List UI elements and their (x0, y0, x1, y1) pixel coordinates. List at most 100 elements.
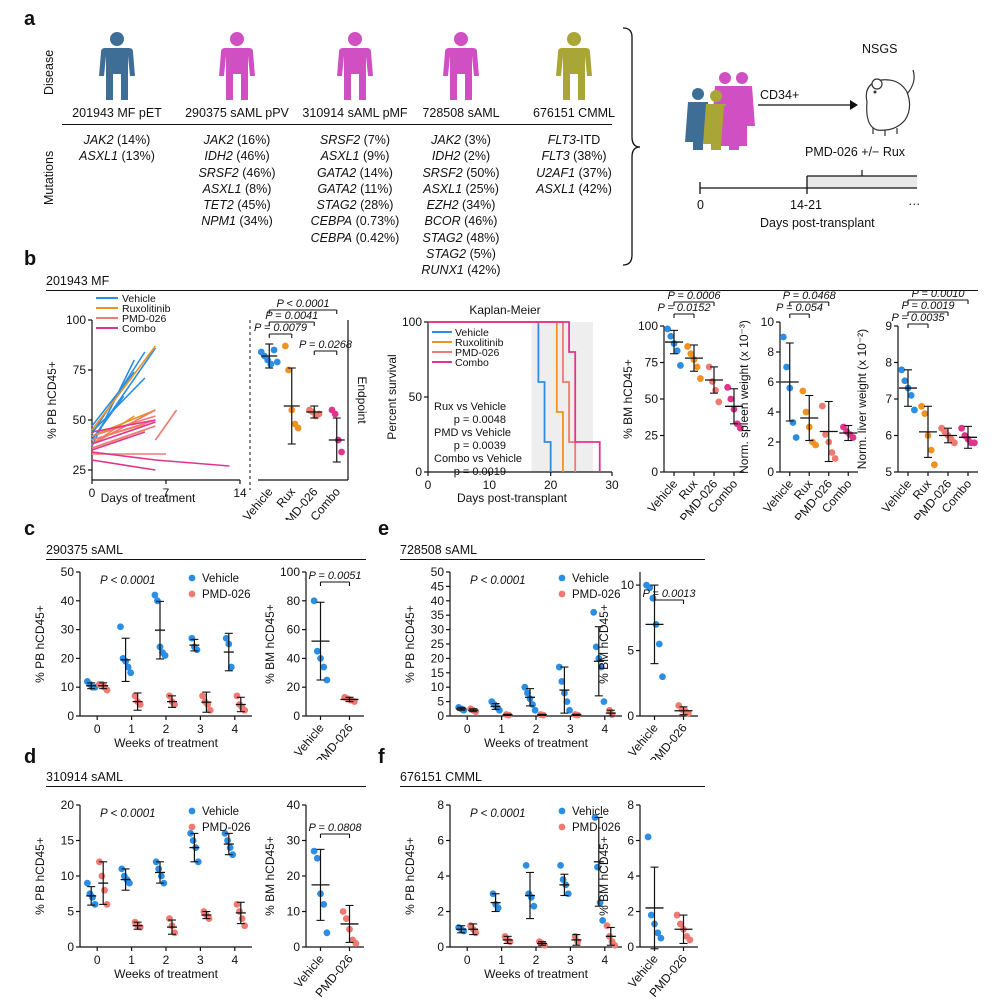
y-tick-label: 0 (67, 709, 74, 723)
mutation-vaf: (9%) (359, 149, 390, 164)
p-value: P = 0.0051 (308, 570, 361, 582)
data-point (911, 406, 918, 414)
data-point (270, 346, 278, 354)
mutation-row: STAG2 (48%) (401, 230, 521, 246)
data-point (592, 643, 600, 651)
y-tick-label: 40 (61, 594, 75, 608)
mutation-gene: JAK2 (431, 133, 461, 147)
legend-label: PMD-026 (202, 822, 251, 834)
data-point (901, 377, 909, 385)
data-point (557, 861, 564, 869)
y-axis-label: Percent survival (385, 354, 399, 439)
mutation-row: ASXL1 (42%) (514, 181, 634, 197)
panel-c-rule (46, 559, 366, 560)
data-point (659, 673, 666, 681)
y-tick-label: 0 (627, 940, 634, 954)
x-tick-label: 7 (163, 486, 170, 500)
legend-dot (188, 590, 196, 598)
y-tick-label: 30 (61, 623, 75, 637)
x-tick-label: 3 (567, 722, 574, 736)
data-point (124, 663, 132, 671)
data-point (91, 901, 99, 908)
patients-group-icon (685, 72, 755, 150)
mutation-gene: ASXL1 (79, 149, 119, 164)
mutation-vaf: (25%) (462, 181, 499, 196)
y-tick-label: 8 (885, 356, 892, 370)
mutation-gene: JAK2 (203, 133, 234, 147)
mutation-gene: JAK2 (83, 133, 114, 147)
km-stat: p = 0.0039 (454, 440, 506, 452)
panel-c-title: 290375 sAML (46, 543, 124, 557)
y-tick-label: 20 (287, 680, 301, 694)
x-tick-label: 4 (601, 722, 608, 736)
patient-name: 728508 sAML (422, 106, 500, 120)
y-tick-label: 25 (645, 429, 659, 443)
data-point (323, 929, 331, 937)
y-tick-label: 75 (73, 363, 87, 377)
data-point (664, 325, 671, 333)
data-point (238, 915, 246, 922)
panel-c-charts: 0 10 20 30 40 50 % PB hCD45+ 0 1 2 3 4 Weeks of trea… (33, 565, 364, 760)
y-tick-label: 8 (767, 345, 774, 359)
data-point (313, 854, 321, 862)
y-tick-label: 50 (645, 392, 659, 406)
series-line-vehicle (91, 377, 146, 433)
data-point (907, 391, 915, 399)
data-point (154, 597, 161, 605)
km-stat: p = 0.0019 (454, 466, 506, 478)
legend-label: Vehicle (572, 806, 609, 818)
data-point (294, 424, 302, 432)
mutation-row: JAK2 (3%) (401, 132, 521, 148)
panel-e-label: e (378, 518, 390, 540)
data-point (323, 676, 331, 684)
mutation-row: ASXL1 (9%) (295, 148, 415, 164)
p-value: P = 0.0808 (308, 822, 362, 834)
data-point (931, 461, 938, 469)
legend-dot (188, 574, 196, 582)
y-tick-label: 15 (61, 834, 75, 848)
data-point (657, 934, 665, 942)
data-point (693, 363, 701, 371)
patient-mutations: SRSF2 (7%) ASXL1 (9%) GATA2 (14%) GATA2 (11… (295, 132, 415, 246)
mutation-vaf: (2%) (460, 149, 491, 164)
data-point (644, 833, 652, 841)
data-point (684, 343, 691, 350)
data-point (849, 434, 857, 441)
y-axis-label: Norm. liver weight (x 10⁻²) (855, 329, 869, 469)
x-tick-label: 2 (533, 953, 540, 967)
series-line-pmd-026 (91, 425, 156, 449)
mutation-row: ASXL1 (8%) (177, 181, 297, 197)
data-point (779, 333, 787, 341)
y-tick-label: 40 (431, 594, 445, 608)
mutation-vaf: (46%) (232, 149, 270, 164)
data-point (236, 908, 243, 915)
mutation-vaf: (14%) (113, 133, 151, 147)
y-tick-label: 100 (66, 313, 86, 327)
mutation-gene: IDH2 (204, 149, 233, 164)
mutation-vaf: (5%) (466, 247, 496, 262)
data-point (686, 936, 694, 944)
mutation-gene: TET2 (203, 198, 234, 213)
data-point (646, 584, 654, 592)
y-axis-label: % BM hCD45+ (263, 604, 277, 684)
y-axis-label: % PB hCD45+ (403, 837, 417, 915)
data-point (951, 439, 958, 447)
mutation-gene: ASXL1 (320, 149, 360, 164)
x-tick-label: 1 (128, 722, 135, 736)
mutation-gene: ASXL1 (202, 181, 242, 196)
mutation-row: IDH2 (2%) (401, 148, 521, 164)
mutation-row: SRSF2 (46%) (177, 165, 297, 181)
p-value: P = 0.0268 (299, 339, 353, 351)
patient-mutations: JAK2 (14%) ASXL1 (13%) (57, 132, 177, 165)
data-point (224, 837, 231, 844)
y-tick-label: 100 (402, 315, 422, 329)
y-tick-label: 0 (415, 465, 422, 479)
mutation-vaf: (45%) (233, 198, 271, 213)
series-line-pmd-026 (91, 419, 156, 441)
data-point (496, 706, 503, 714)
x-tick-label: 2 (163, 953, 170, 967)
p-value: P = 0.0468 (783, 290, 837, 302)
panel-b-rule (46, 290, 978, 291)
x-axis-label: Weeks of treatment (114, 736, 218, 750)
data-point (267, 360, 275, 368)
